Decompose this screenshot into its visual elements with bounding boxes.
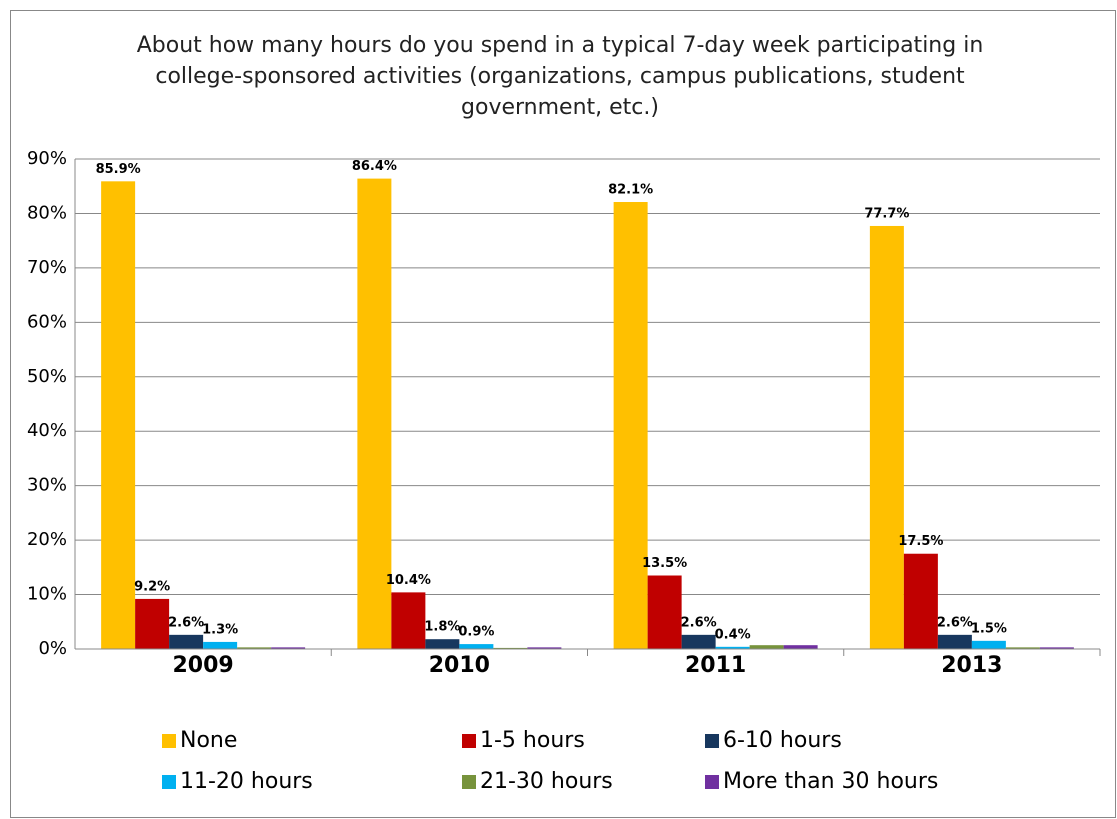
bar <box>101 181 136 650</box>
bar <box>647 575 682 649</box>
y-tick-label: 40% <box>27 420 67 441</box>
bar <box>459 644 494 649</box>
bar <box>357 178 392 649</box>
y-tick-label: 80% <box>27 202 67 223</box>
y-tick-label: 50% <box>27 366 67 387</box>
bar <box>1005 647 1040 649</box>
bar <box>903 553 938 649</box>
legend-label: More than 30 hours <box>723 769 938 794</box>
bar <box>237 647 272 649</box>
bar <box>749 645 784 649</box>
bar <box>869 225 904 649</box>
legend-swatch <box>462 775 476 789</box>
legend-swatch <box>705 734 719 748</box>
bar <box>715 646 750 649</box>
y-tick-label: 0% <box>38 638 67 659</box>
chart-border <box>10 10 1116 818</box>
x-tick-label: 2009 <box>173 653 234 678</box>
bar <box>169 634 204 649</box>
data-label: 2.6% <box>937 615 973 630</box>
x-tick-label: 2010 <box>429 653 490 678</box>
legend-swatch <box>162 734 176 748</box>
legend-label: 6-10 hours <box>723 728 842 753</box>
data-label: 0.9% <box>458 625 494 640</box>
data-label: 1.8% <box>424 620 460 635</box>
data-label: 0.4% <box>715 627 751 642</box>
legend-label: 1-5 hours <box>480 728 585 753</box>
bar <box>493 647 528 649</box>
y-tick-label: 30% <box>27 475 67 496</box>
y-tick-label: 60% <box>27 311 67 332</box>
legend-swatch <box>162 775 176 789</box>
x-tick-label: 2011 <box>685 653 746 678</box>
bar <box>971 640 1006 649</box>
bar <box>613 202 648 649</box>
bar <box>527 647 562 649</box>
y-tick-label: 70% <box>27 257 67 278</box>
x-tick-label: 2013 <box>941 653 1002 678</box>
chart-title: About how many hours do you spend in a t… <box>136 33 984 120</box>
y-tick-label: 10% <box>27 584 67 605</box>
data-label: 2.6% <box>681 615 717 630</box>
data-label: 85.9% <box>96 162 141 177</box>
data-label: 9.2% <box>134 579 170 594</box>
data-label: 1.5% <box>971 621 1007 636</box>
y-tick-label: 20% <box>27 529 67 550</box>
bar <box>391 592 426 649</box>
data-label: 10.4% <box>386 573 431 588</box>
data-label: 82.1% <box>608 183 653 198</box>
bar <box>135 598 170 649</box>
data-label: 2.6% <box>168 615 204 630</box>
bar <box>425 639 460 649</box>
bar <box>681 634 716 649</box>
legend-swatch <box>462 734 476 748</box>
bar <box>271 647 306 649</box>
legend-label: 21-30 hours <box>480 769 613 794</box>
bar <box>937 634 972 649</box>
data-label: 1.3% <box>202 622 238 637</box>
legend-label: None <box>180 728 237 753</box>
bar <box>203 641 238 649</box>
legend-label: 11-20 hours <box>180 769 313 794</box>
data-label: 77.7% <box>864 206 909 221</box>
data-label: 86.4% <box>352 159 397 174</box>
y-tick-label: 90% <box>27 148 67 169</box>
bar <box>1039 647 1074 649</box>
data-label: 13.5% <box>642 556 687 571</box>
legend-swatch <box>705 775 719 789</box>
bar <box>783 645 818 649</box>
data-label: 17.5% <box>898 534 943 549</box>
